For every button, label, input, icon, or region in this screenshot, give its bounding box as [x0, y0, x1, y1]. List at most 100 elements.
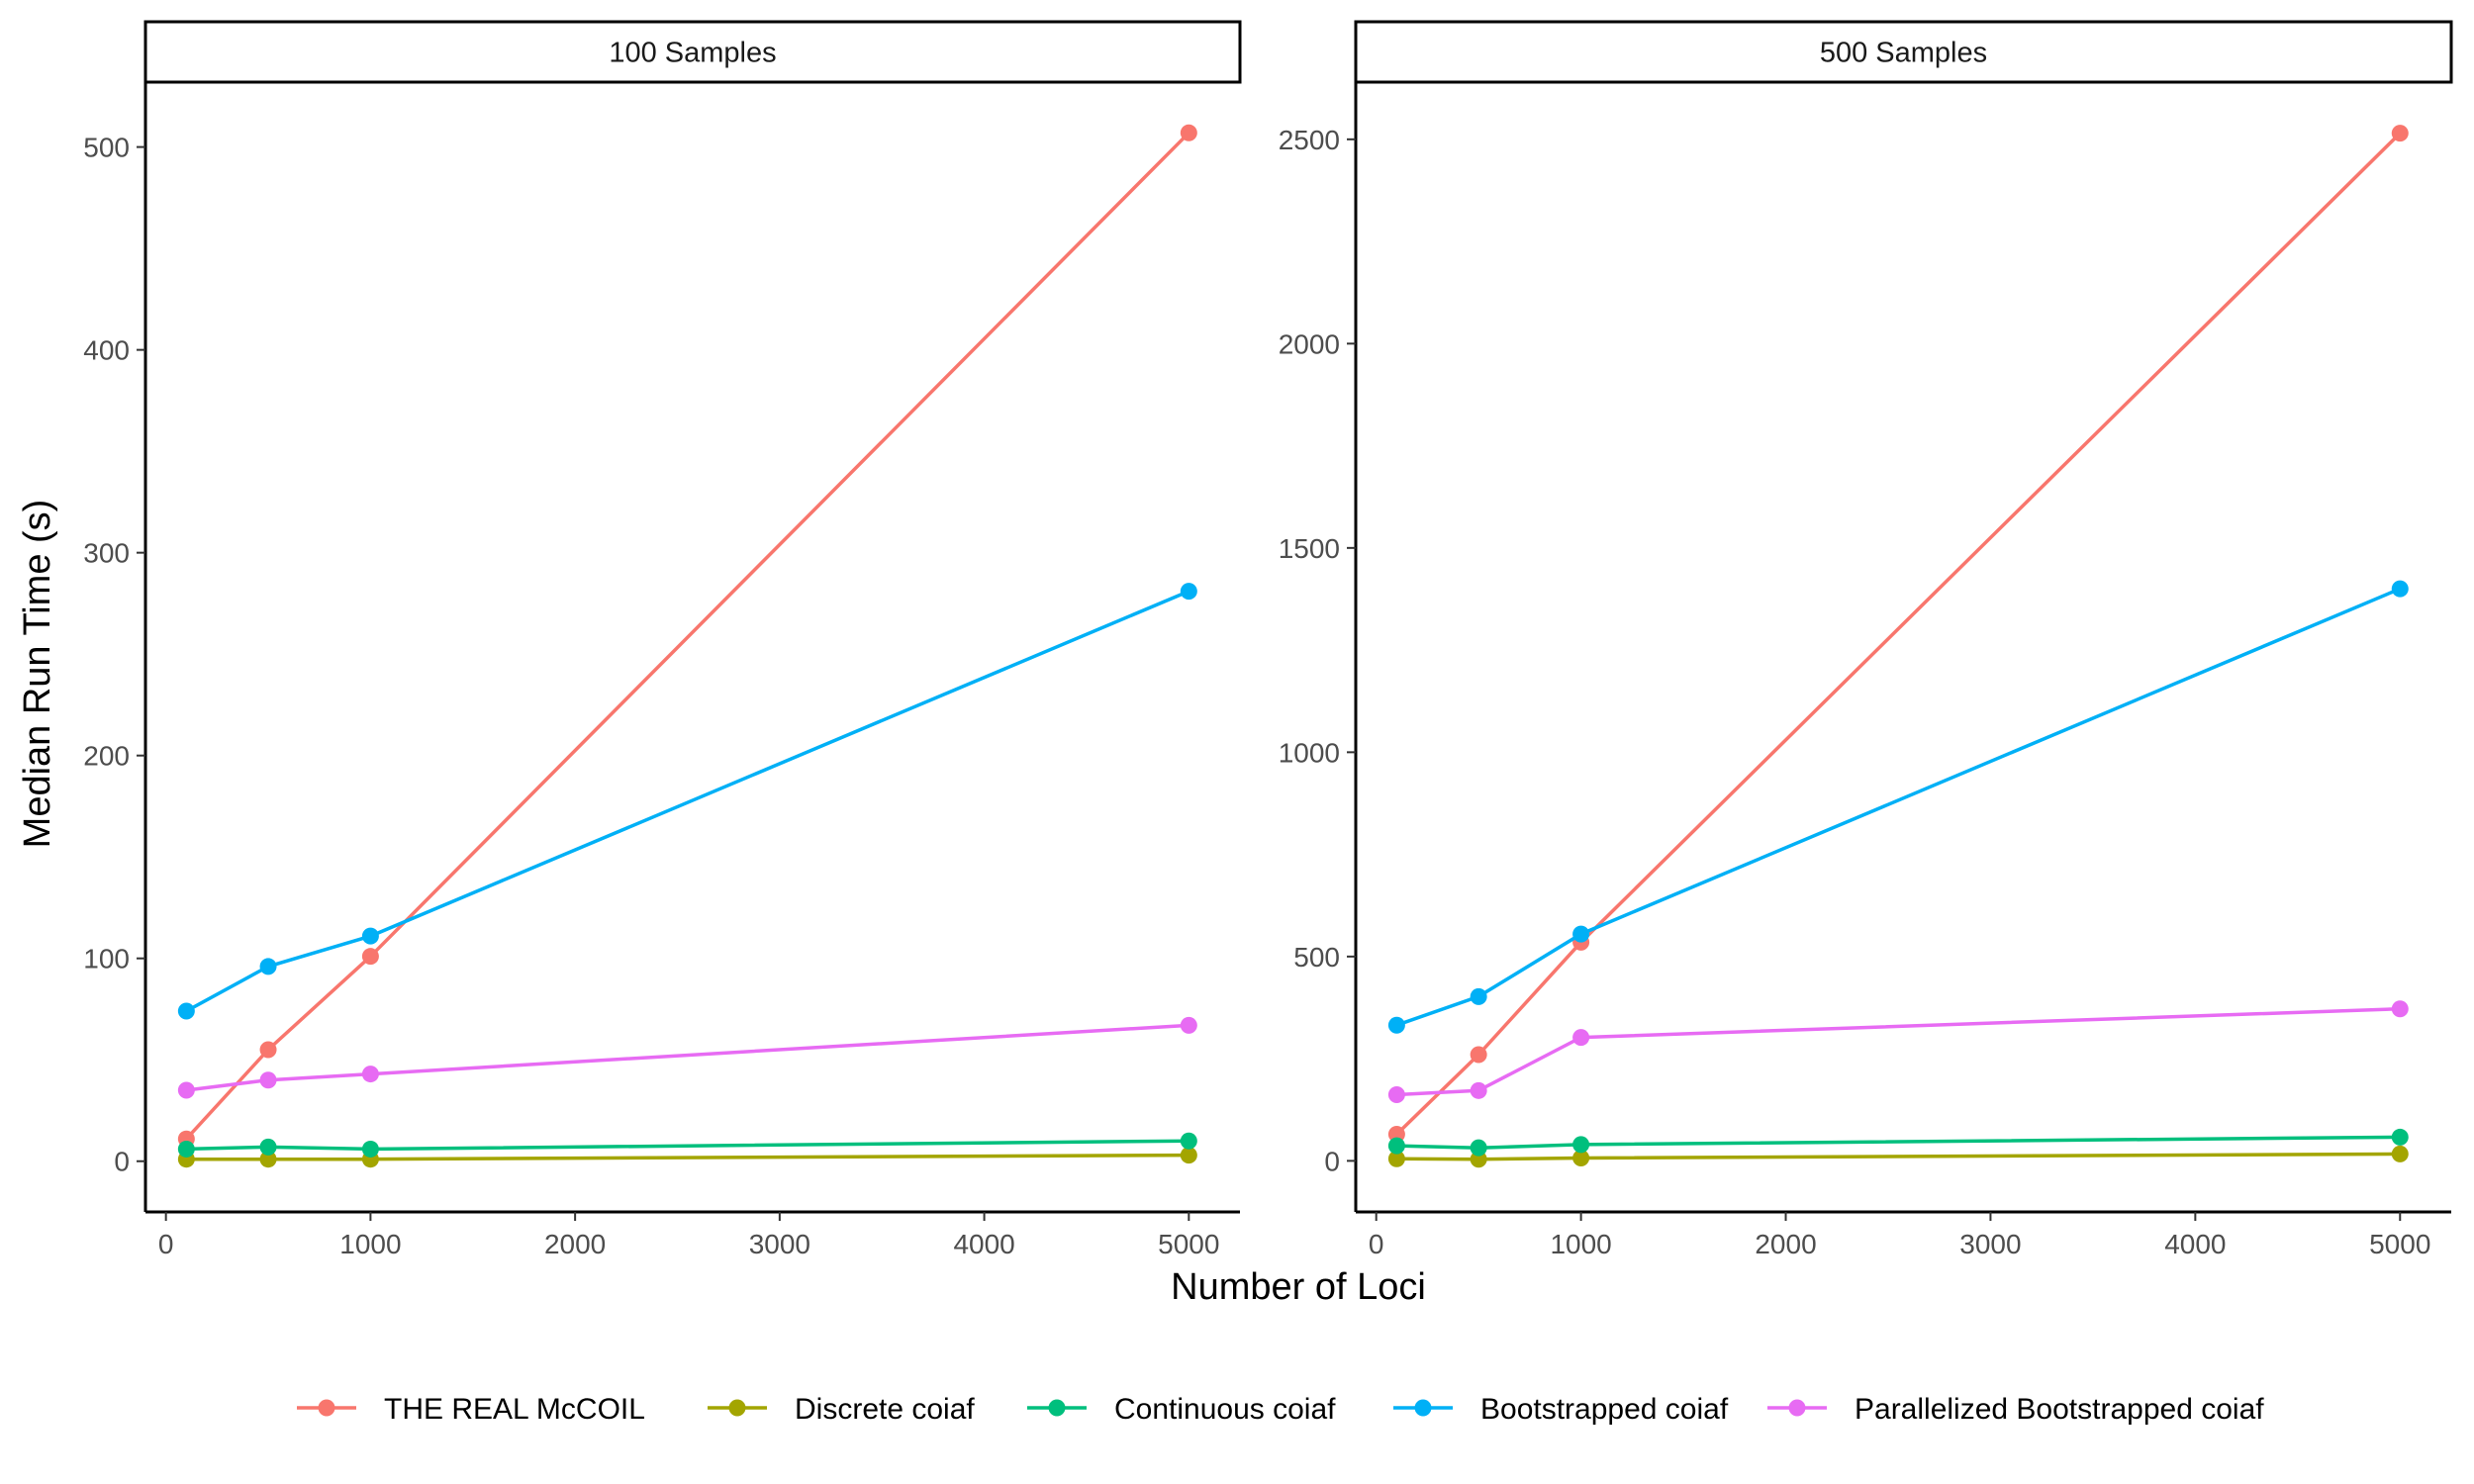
legend: THE REAL McCOIL Discrete coiaf Continuous …	[297, 1393, 2264, 1426]
data-point	[259, 1041, 277, 1059]
data-point	[2391, 1000, 2409, 1018]
data-point	[361, 948, 379, 966]
y-tick-label: 100	[83, 944, 130, 974]
panel-strip	[1354, 20, 2453, 84]
data-point	[177, 1002, 195, 1020]
data-point	[1470, 1046, 1487, 1064]
x-tick-label: 1000	[339, 1229, 401, 1259]
data-point	[259, 1151, 277, 1168]
panel-strip	[143, 20, 1242, 84]
series-continuous-coiaf	[177, 1132, 1197, 1158]
data-point	[177, 1081, 195, 1099]
x-tick-label: 3000	[749, 1229, 810, 1259]
series-line	[186, 1139, 1189, 1152]
x-tick-label: 2000	[1755, 1229, 1816, 1259]
legend-key-point	[728, 1399, 746, 1417]
data-point	[1470, 1139, 1487, 1157]
series-line	[1395, 132, 2402, 1136]
series-line	[1395, 587, 2401, 1027]
series-the-real-mccoil	[177, 124, 1197, 1148]
series-line	[1396, 1006, 2401, 1097]
y-tick-label: 500	[83, 133, 130, 163]
data-point	[1180, 124, 1197, 141]
data-point	[1470, 987, 1487, 1005]
data-point	[177, 1140, 195, 1158]
x-axis-title: Number of Loci	[1171, 1266, 1426, 1308]
data-point	[1180, 1132, 1197, 1150]
y-tick-label: 200	[83, 741, 130, 772]
data-point	[1572, 925, 1590, 943]
x-tick-label: 3000	[1959, 1229, 2021, 1259]
y-tick-label: 500	[1293, 942, 1340, 973]
legend-item: THE REAL McCOIL	[297, 1393, 645, 1426]
legend-item: Discrete coiaf	[708, 1393, 975, 1426]
y-tick-label: 0	[1324, 1146, 1340, 1176]
data-point	[1387, 1150, 1405, 1167]
series-line	[185, 589, 1189, 1013]
x-tick-label: 5000	[2369, 1229, 2430, 1259]
y-tick-label: 2000	[1279, 328, 1340, 359]
series-line	[1396, 1152, 2401, 1161]
y-tick-label: 1000	[1279, 737, 1340, 768]
x-tick-label: 1000	[1550, 1229, 1611, 1259]
legend-item: Bootstrapped coiaf	[1393, 1393, 1729, 1426]
series-continuous-coiaf	[1387, 1128, 2409, 1157]
series-line	[185, 132, 1190, 1141]
data-point	[259, 958, 277, 975]
legend-label: Parallelized Bootstrapped coiaf	[1855, 1393, 2264, 1426]
series-parallelized-bootstrapped-coiaf	[1387, 1000, 2409, 1103]
x-tick-label: 4000	[2164, 1229, 2226, 1259]
series-parallelized-bootstrapped-coiaf	[177, 1016, 1197, 1099]
legend-key-point	[1414, 1399, 1432, 1417]
y-axis-title: Median Run Time (s)	[17, 500, 58, 849]
y-tick-label: 400	[83, 335, 130, 366]
series-line	[186, 1023, 1189, 1092]
legend-item: Parallelized Bootstrapped coiaf	[1767, 1393, 2264, 1426]
y-tick-label: 1500	[1279, 533, 1340, 564]
data-point	[1387, 1137, 1405, 1155]
panel-title: 100 Samples	[609, 38, 776, 69]
data-point	[1470, 1081, 1487, 1099]
legend-label: Discrete coiaf	[795, 1393, 975, 1426]
series-bootstrapped-coiaf	[177, 583, 1197, 1020]
data-point	[259, 1138, 277, 1156]
data-point	[259, 1071, 277, 1089]
data-point	[1180, 583, 1197, 601]
data-point	[2391, 1128, 2409, 1146]
legend-item: Continuous coiaf	[1027, 1393, 1336, 1426]
data-point	[1387, 1085, 1405, 1103]
legend-key-point	[318, 1399, 335, 1417]
data-point	[1387, 1016, 1405, 1034]
panel-2: 500 Samples 0 500 1000 1500 2000 2500 0 1000 2000…	[1279, 20, 2453, 1259]
x-tick-label: 0	[1369, 1229, 1384, 1259]
y-tick-label: 300	[83, 538, 130, 569]
legend-key-point	[1788, 1399, 1806, 1417]
x-tick-label: 5000	[1158, 1229, 1219, 1259]
data-point	[1572, 1136, 1590, 1154]
series-the-real-mccoil	[1387, 125, 2409, 1144]
data-point	[361, 1140, 379, 1158]
legend-label: THE REAL McCOIL	[384, 1393, 645, 1426]
legend-label: Bootstrapped coiaf	[1480, 1393, 1729, 1426]
data-point	[1572, 1149, 1590, 1166]
data-point	[2391, 1145, 2409, 1162]
series-line	[186, 1153, 1189, 1161]
series-discrete-coiaf	[1387, 1145, 2409, 1168]
series-line	[1396, 1135, 2401, 1150]
series-bootstrapped-coiaf	[1387, 580, 2409, 1034]
x-tick-label: 4000	[953, 1229, 1014, 1259]
x-tick-label: 0	[158, 1229, 174, 1259]
data-point	[2391, 580, 2409, 598]
y-tick-label: 0	[114, 1147, 130, 1177]
x-tick-label: 2000	[544, 1229, 606, 1259]
y-tick-label: 2500	[1279, 125, 1340, 155]
data-point	[1572, 1029, 1590, 1047]
legend-key-point	[1048, 1399, 1066, 1417]
data-point	[1180, 1016, 1197, 1034]
data-point	[1180, 1147, 1197, 1164]
data-point	[361, 1066, 379, 1083]
data-point	[361, 927, 379, 945]
